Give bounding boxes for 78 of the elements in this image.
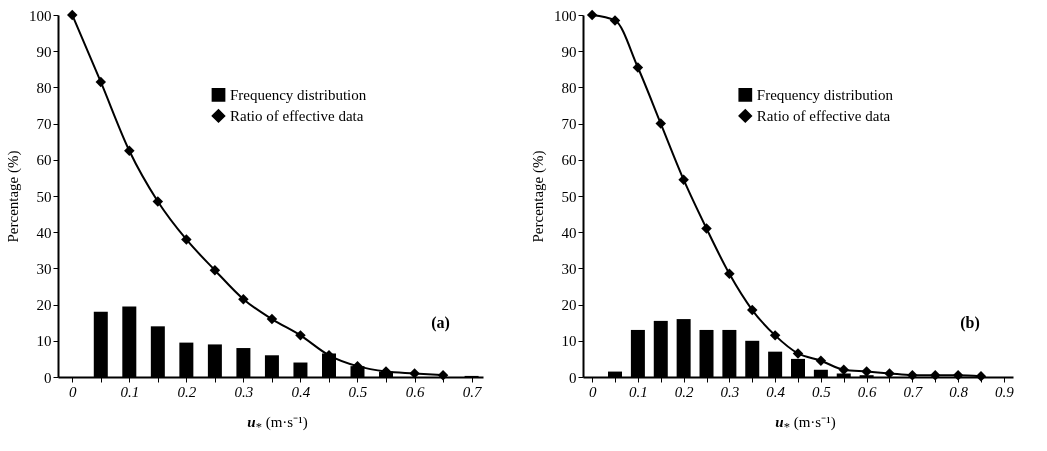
y-tick-label: 40 bbox=[36, 224, 52, 241]
y-tick-label: 50 bbox=[561, 188, 577, 205]
annotation: (b) bbox=[960, 313, 980, 332]
point bbox=[792, 348, 804, 359]
y-axis-title: Percentage (%) bbox=[5, 150, 22, 243]
y-tick-label: 80 bbox=[36, 79, 52, 96]
y-tick-label: 70 bbox=[561, 116, 577, 133]
point bbox=[815, 355, 827, 366]
point bbox=[929, 369, 941, 381]
y-tick-label: 90 bbox=[561, 43, 577, 60]
y-tick-label: 70 bbox=[36, 116, 52, 133]
y-tick-label: 30 bbox=[561, 260, 577, 277]
legend-label: Ratio of effective data bbox=[756, 107, 891, 124]
annotation: (a) bbox=[431, 313, 450, 332]
point bbox=[95, 76, 107, 88]
x-tick-label: 0.3 bbox=[234, 383, 254, 400]
x-tick-label: 0 bbox=[69, 383, 78, 400]
point bbox=[67, 9, 78, 21]
x-tick-label: 0.5 bbox=[812, 383, 832, 400]
y-tick-label: 80 bbox=[561, 79, 577, 96]
x-tick-label: 0.7 bbox=[903, 383, 924, 400]
legend-label: Frequency distribution bbox=[230, 86, 367, 103]
y-tick-label: 0 bbox=[44, 369, 52, 386]
point bbox=[701, 223, 712, 234]
point bbox=[209, 264, 221, 276]
y-tick-label: 30 bbox=[36, 260, 52, 277]
y-tick-label: 60 bbox=[36, 152, 52, 169]
point bbox=[152, 196, 164, 207]
x-axis-title: u$_{*}$ (m·s⁻¹) bbox=[774, 413, 836, 435]
y-tick-label: 100 bbox=[554, 7, 577, 24]
point bbox=[181, 234, 192, 245]
point bbox=[678, 174, 689, 185]
x-tick-label: 0.8 bbox=[949, 383, 969, 400]
x-tick-label: 0.1 bbox=[629, 383, 648, 400]
point bbox=[975, 371, 987, 382]
point bbox=[409, 368, 420, 379]
x-tick-label: 0.4 bbox=[766, 383, 786, 400]
y-tick-label: 50 bbox=[36, 188, 52, 205]
y-tick-label: 10 bbox=[561, 333, 577, 350]
y-axis-title: Percentage (%) bbox=[530, 150, 547, 243]
y-tick-label: 10 bbox=[36, 333, 52, 350]
point bbox=[238, 293, 249, 305]
x-tick-label: 0.6 bbox=[405, 383, 425, 400]
point bbox=[769, 330, 781, 341]
point bbox=[724, 268, 735, 280]
point bbox=[907, 369, 918, 381]
x-tick-label: 0.7 bbox=[462, 383, 483, 400]
x-tick-label: 0.4 bbox=[291, 383, 311, 400]
y-tick-label: 60 bbox=[561, 152, 577, 169]
point bbox=[838, 364, 849, 375]
point bbox=[861, 366, 872, 377]
point bbox=[609, 15, 621, 26]
point bbox=[655, 118, 667, 129]
y-tick-label: 20 bbox=[561, 297, 577, 314]
point bbox=[295, 330, 306, 341]
x-tick-label: 0.2 bbox=[674, 383, 695, 400]
x-tick-label: 0.9 bbox=[994, 383, 1015, 400]
x-tick-label: 0.3 bbox=[720, 383, 740, 400]
x-tick-label: 0.1 bbox=[120, 383, 140, 400]
y-tick-label: 20 bbox=[36, 297, 52, 314]
x-tick-label: 0 bbox=[588, 383, 597, 400]
point bbox=[632, 62, 644, 73]
point bbox=[124, 145, 135, 156]
point bbox=[586, 9, 598, 21]
y-tick-label: 90 bbox=[36, 43, 52, 60]
x-tick-label: 0.5 bbox=[348, 383, 368, 400]
x-tick-label: 0.6 bbox=[857, 383, 877, 400]
x-axis-title: u$_{*}$ (m·s⁻¹) bbox=[246, 413, 308, 435]
y-tick-label: 0 bbox=[569, 369, 577, 386]
legend-label: Ratio of effective data bbox=[230, 107, 364, 124]
x-tick-label: 0.2 bbox=[177, 383, 197, 400]
legend-label: Frequency distribution bbox=[756, 86, 894, 103]
point bbox=[952, 369, 964, 381]
point bbox=[266, 313, 278, 325]
y-tick-label: 40 bbox=[561, 224, 577, 241]
point bbox=[747, 304, 758, 316]
point bbox=[437, 369, 449, 381]
y-tick-label: 100 bbox=[29, 7, 52, 24]
